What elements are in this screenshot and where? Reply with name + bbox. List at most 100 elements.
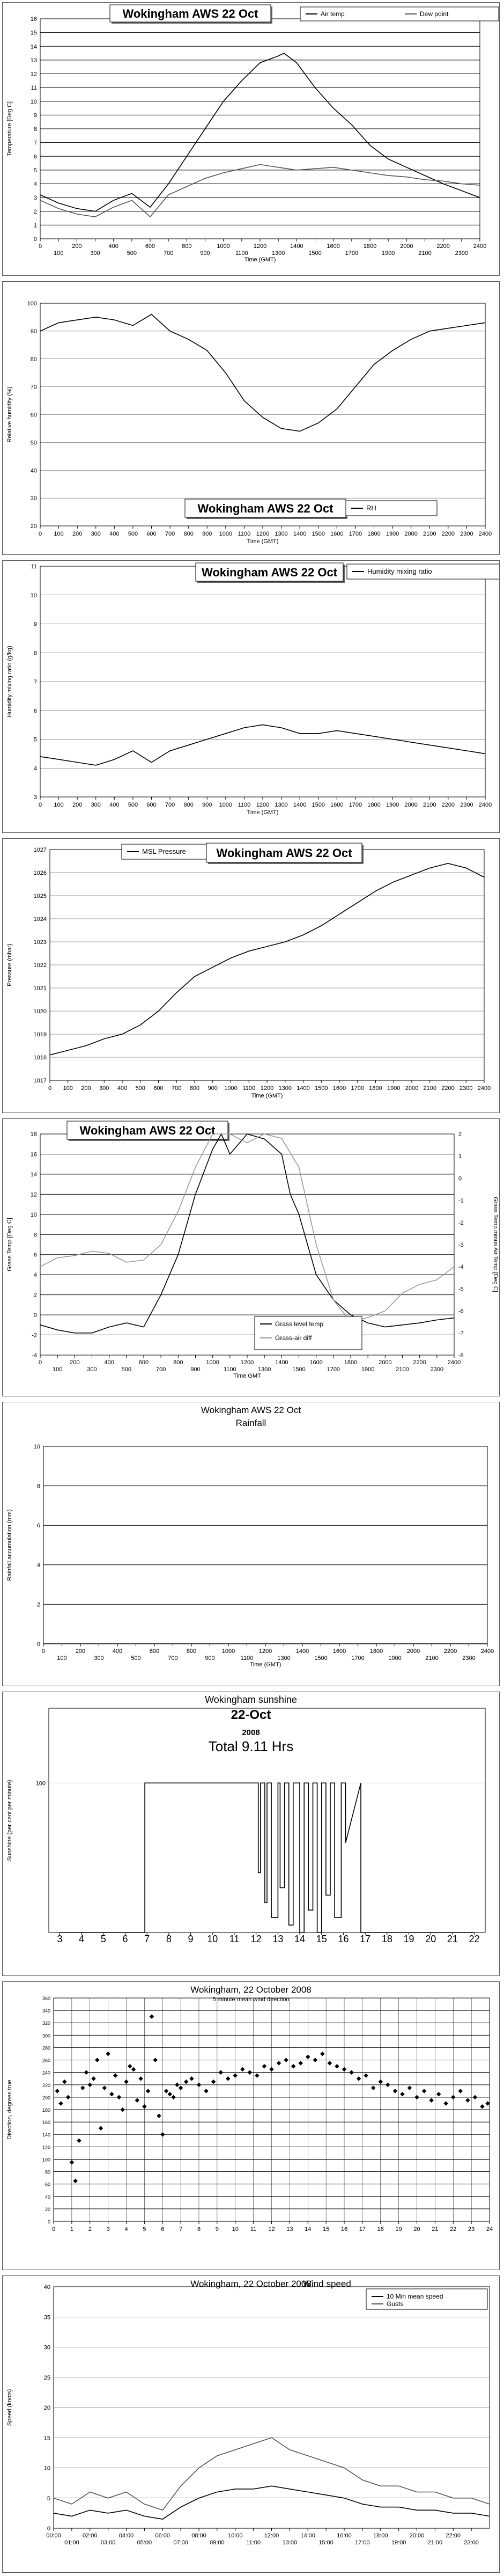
tick-label: 4 [79,1934,84,1944]
tick-label: 8 [166,1934,172,1944]
tick-label: 1 [458,1153,462,1160]
wdir-chart-panel: 0 20 40 60 80 100 120 140 160 180 200 220 240 260 280 3… [2,1981,500,2270]
tick-label: 8 [37,1483,40,1490]
title-box [206,843,362,863]
tick-label: 21 [432,2226,438,2233]
tick-label: 500 [128,802,138,808]
tick-label: 1500 [292,1366,305,1373]
tick-label: 2400 [478,1085,491,1092]
tick-label: 100 [42,2157,50,2162]
tick-label: 40 [44,2284,50,2290]
tick-label: 6 [34,1252,37,1258]
tick-label: 1700 [327,1366,340,1373]
tick-label: 1500 [312,802,325,808]
tick-label: 22:00 [446,2533,461,2539]
x-axis-label: Time (GMT) [247,809,279,816]
y-axis-label: Rainfall accumulation (mm) [6,1509,13,1580]
tick-label: 1020 [34,1008,47,1015]
tick-label: 1300 [277,1655,290,1662]
tick-label: 200 [76,1648,85,1655]
tick-label: 2400 [479,531,492,537]
tick-label: 11:00 [246,2540,261,2546]
legend-label: Dew point [420,10,449,18]
tick-label: 9 [216,2226,219,2233]
series-line-2 [40,164,480,218]
tick-label: 180 [42,2107,50,2113]
tick-label: 1900 [386,802,399,808]
tick-label: 40 [45,2194,50,2200]
tick-label: 600 [153,1085,163,1092]
tick-label: 1000 [206,1359,219,1366]
legend-box [254,1316,362,1350]
tick-label: 06:00 [155,2533,170,2539]
x-axis-label: Time GMT [233,1373,261,1379]
tick-label: 1017 [34,1078,47,1084]
tick-label: 9 [34,621,37,628]
tick-label: 100 [53,1366,62,1373]
tick-label: 500 [128,531,138,537]
tick-label: 5 [34,167,37,174]
tick-label: 0 [48,1085,51,1092]
tick-label: 0 [458,1175,462,1182]
tick-label: 10 [44,2465,50,2472]
tick-label: 7 [34,140,37,147]
tick-label: 100 [57,1655,66,1662]
pressure-chart: 1017 1018 1019 1020 1021 1022 1023 1024 1025 1026… [6,843,491,1099]
tick-label: 10 [207,1934,218,1944]
tick-label: 2 [34,1292,37,1299]
tick-label: 1000 [219,802,232,808]
tick-label: 6 [122,1934,128,1944]
data-point [485,2101,490,2106]
tick-label: 1000 [224,1085,237,1092]
tick-label: 120 [42,2145,50,2150]
tick-label: 09:00 [210,2540,225,2546]
tick-label: 700 [168,1655,177,1662]
tick-label: 16 [31,16,37,23]
tick-label: 200 [81,1085,91,1092]
tick-label: 5 [34,737,37,743]
tick-label: 1600 [330,531,343,537]
legend-label: Gusts [387,2300,403,2308]
data-point [313,2058,318,2062]
y-axis-label: Direction, degrees true [6,2080,13,2139]
tick-label: 11 [31,564,37,570]
tick-label: 900 [202,531,212,537]
tick-label: 10:00 [228,2533,243,2539]
tick-label: -4 [32,1352,37,1359]
data-point [58,2101,63,2106]
tick-label: 800 [173,1359,183,1366]
tick-label: 2 [34,209,37,215]
tick-label: 1100 [224,1366,236,1373]
tick-label: 300 [87,1366,97,1373]
data-point [153,2058,158,2062]
tick-label: 2200 [413,1359,426,1366]
tick-label: 14 [31,1172,37,1178]
tick-label: 7 [179,2226,182,2233]
title-box [66,1121,228,1140]
tick-label: 0 [42,1648,45,1655]
legend-label: Air temp [321,10,345,18]
tick-label: 4 [37,1562,40,1569]
legend-label: Grass level temp [275,1320,323,1328]
tick-label: 2 [458,1131,462,1138]
tick-label: 1100 [241,1655,254,1662]
tick-label: 17 [359,2226,366,2233]
tick-label: 19 [404,1934,414,1944]
tick-label: 140 [42,2132,50,2138]
tick-label: 30 [44,2345,50,2351]
tick-label: 10 [31,592,37,599]
chart-title: Wokingham sunshine [205,1694,297,1705]
tick-label: 1800 [369,1085,382,1092]
tick-label: 1300 [279,1085,292,1092]
tick-label: 2100 [418,250,431,257]
tick-label: 400 [113,1648,122,1655]
legend-label: 10 Min mean speed [387,2293,443,2300]
tick-label: 1500 [314,1655,327,1662]
legend-label: Humidity mixing ratio [367,567,432,575]
tick-label: 1200 [254,243,266,250]
tick-label: 13 [286,2226,293,2233]
tick-label: 2300 [460,531,473,537]
tick-label: 2 [37,1601,40,1608]
y-axis-label: Speed (knots) [6,2389,13,2426]
tick-label: 300 [91,531,101,537]
